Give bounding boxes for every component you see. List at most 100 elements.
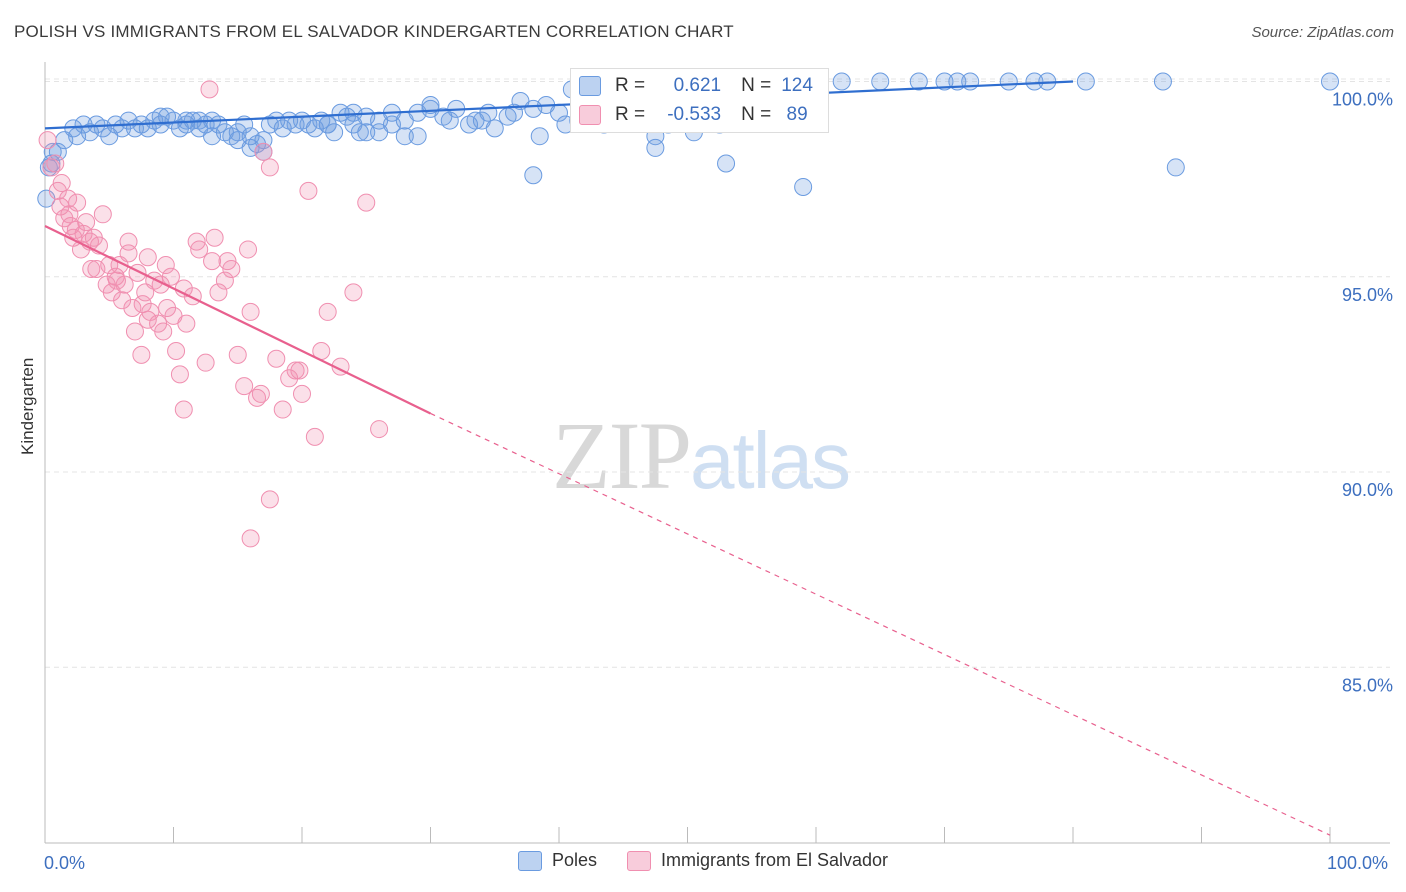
poles-point [1076, 72, 1095, 91]
poles-point [832, 72, 851, 91]
el-salvador-point [299, 181, 318, 200]
legend-label-poles: Poles [551, 850, 597, 870]
poles-point [1025, 72, 1044, 91]
n-value: 89 [781, 104, 808, 125]
stats-row-el-salvador: R = -0.533 N = 89 [579, 100, 808, 130]
poles-point [42, 154, 61, 173]
el-salvador-point [66, 220, 85, 239]
el-salvador-point [82, 259, 101, 278]
r-value: 0.621 [673, 75, 722, 96]
el-salvador-point [273, 400, 292, 419]
r-label: R = [615, 75, 646, 96]
el-salvador-point [138, 248, 157, 267]
el-salvador-point [196, 353, 215, 372]
stats-box: R = 0.621 N = 124 R = -0.533 N = 89 [570, 68, 829, 133]
el-salvador-point [77, 213, 96, 232]
poles-swatch [579, 76, 601, 96]
el-salvador-point [200, 80, 219, 99]
el-salvador-point [123, 299, 142, 318]
legend-item-poles[interactable]: Poles [517, 850, 597, 871]
poles-point [530, 127, 549, 146]
poles-point [48, 142, 67, 161]
el-salvador-point [215, 271, 234, 290]
el-salvador-point [357, 193, 376, 212]
poles-legend-swatch [517, 850, 542, 871]
poles-point [421, 95, 440, 114]
el-salvador-legend-swatch [626, 850, 651, 871]
poles-point [344, 103, 363, 122]
el-salvador-swatch [579, 105, 601, 125]
el-salvador-point [46, 154, 65, 173]
r-value: -0.533 [667, 104, 722, 125]
poles-point [203, 127, 222, 146]
watermark-atlas: atlas [690, 416, 851, 505]
el-salvador-point [286, 361, 305, 380]
el-salvador-point [218, 252, 237, 271]
el-salvador-point [290, 361, 309, 380]
poles-point [357, 123, 376, 142]
n-value: 124 [781, 75, 813, 96]
poles-point [1166, 158, 1185, 177]
el-salvador-point [51, 197, 70, 216]
x-tick-label-max: 100.0% [1327, 853, 1389, 873]
poles-point [440, 111, 459, 130]
poles-point [395, 127, 414, 146]
el-salvador-point [241, 302, 260, 321]
el-salvador-point [209, 283, 228, 302]
el-salvador-point [133, 295, 152, 314]
el-salvador-point [59, 189, 78, 208]
el-salvador-point [241, 529, 260, 548]
legend-label-el-salvador: Immigrants from El Salvador [660, 850, 889, 870]
watermark-zip: ZIP [552, 402, 692, 509]
el-salvador-point [119, 244, 138, 263]
r-label: R = [615, 104, 646, 125]
poles-point [1153, 72, 1172, 91]
el-salvador-point [267, 349, 286, 368]
el-salvador-point [38, 131, 57, 150]
el-salvador-point [177, 314, 196, 333]
el-salvador-point [370, 420, 389, 439]
poles-point [1321, 72, 1339, 91]
poles-point [228, 131, 247, 150]
n-label: N = [741, 104, 772, 125]
legend-item-el-salvador[interactable]: Immigrants from El Salvador [626, 850, 889, 871]
poles-point [524, 166, 543, 185]
poles-trend-line [44, 80, 1074, 130]
el-salvador-point [138, 310, 157, 329]
legend: Poles Immigrants from El Salvador [0, 850, 1406, 871]
poles-point [646, 138, 665, 157]
poles-point [717, 154, 736, 173]
el-salvador-point [174, 400, 193, 419]
el-salvador-point [254, 142, 273, 161]
el-salvador-point [344, 283, 363, 302]
el-salvador-point [251, 384, 270, 403]
poles-point [871, 72, 890, 91]
el-salvador-point [167, 341, 186, 360]
el-salvador-point [132, 345, 151, 364]
poles-point [382, 115, 401, 134]
poles-point [151, 107, 170, 126]
y-tick-label: 90.0% [1342, 480, 1393, 500]
el-salvador-point [235, 377, 254, 396]
el-salvador-point [113, 291, 132, 310]
el-salvador-point [52, 174, 71, 193]
el-salvador-point [107, 271, 126, 290]
el-salvador-point [203, 252, 222, 271]
poles-point [999, 72, 1018, 91]
watermark: ZIPatlas [552, 400, 851, 511]
el-salvador-point [187, 232, 206, 251]
el-salvador-point [260, 158, 279, 177]
el-salvador-point [125, 322, 144, 341]
chart-title: POLISH VS IMMIGRANTS FROM EL SALVADOR KI… [14, 22, 734, 41]
el-salvador-point [170, 365, 189, 384]
poles-point [421, 99, 440, 118]
el-salvador-point [156, 256, 175, 275]
el-salvador-point [305, 427, 324, 446]
el-salvador-point [161, 267, 180, 286]
el-salvador-point [260, 490, 279, 509]
el-salvador-point [318, 302, 337, 321]
poles-point [408, 127, 427, 146]
el-salvador-trend-line [44, 225, 431, 415]
el-salvador-point [60, 205, 79, 224]
